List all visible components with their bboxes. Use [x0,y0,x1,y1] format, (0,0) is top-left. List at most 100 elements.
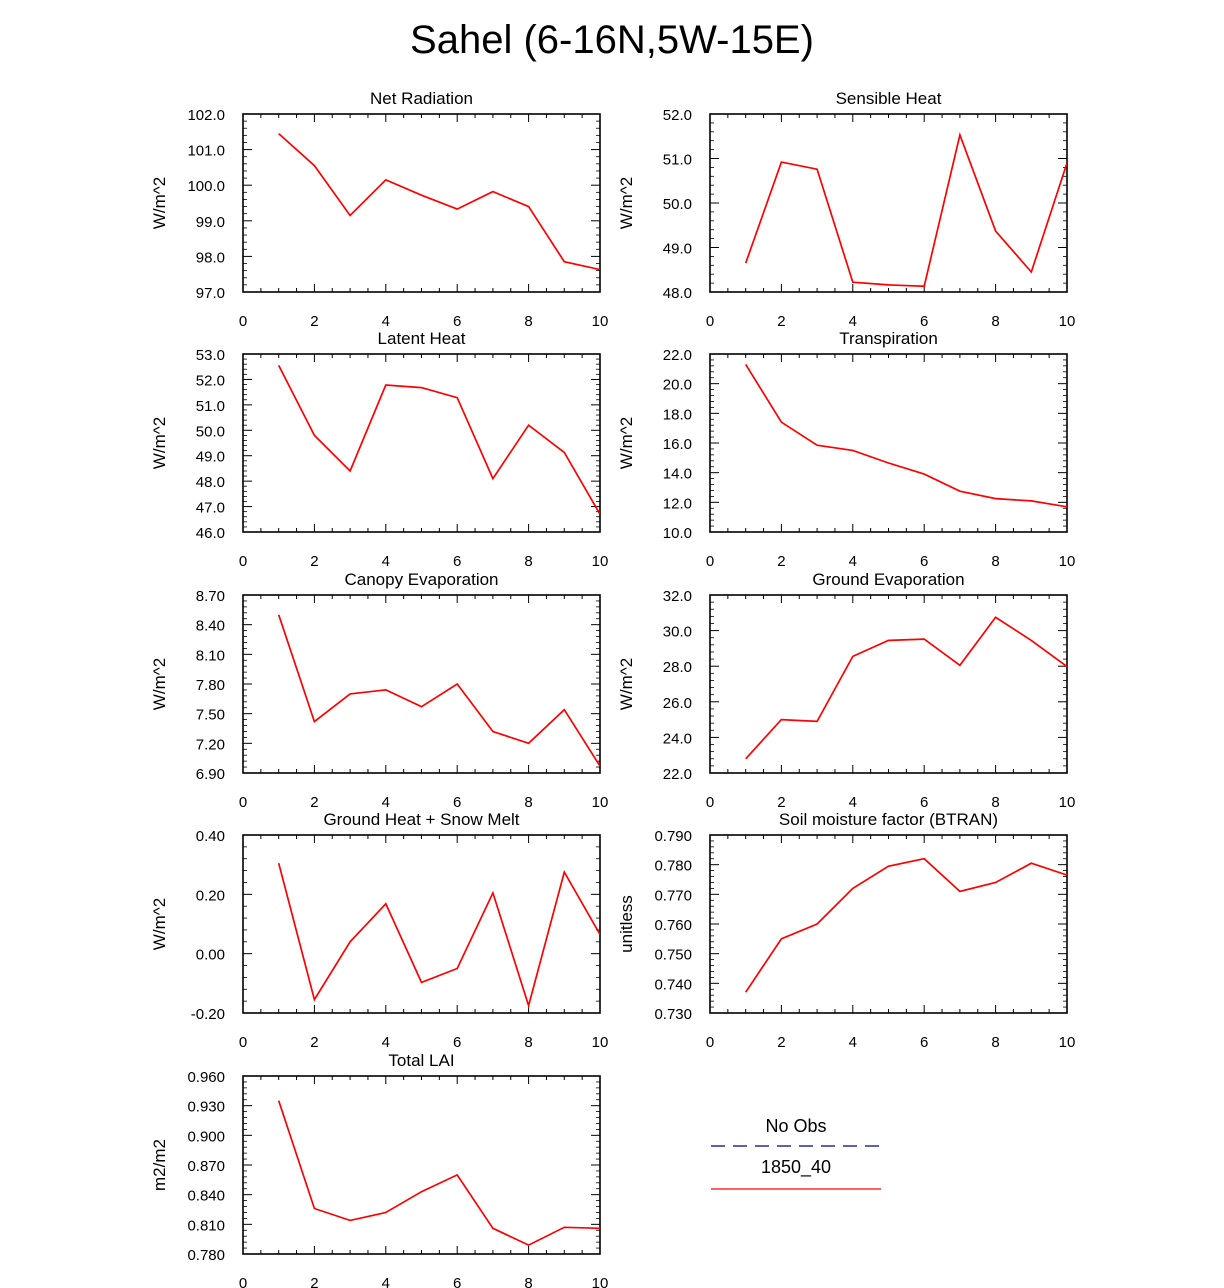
plot-frame [709,834,1068,1014]
y-tick-label: 26.0 [663,695,692,712]
y-tick-label: 49.0 [196,449,225,466]
y-tick-label: 97.0 [196,285,225,302]
y-tick-label: 0.40 [196,828,225,845]
y-tick-label: 32.0 [663,588,692,605]
chart-panel-5: 0 2 4 6 8 10 6.90 7.20 7.50 7.80 8.10 8.40 8.70 Canop… [150,570,608,811]
chart-panel-6: 0 2 4 6 8 10 22.0 24.0 26.0 28.0 30.0 32.0 Ground Ev… [617,570,1075,811]
x-tick-label: 6 [920,794,928,811]
y-tick-label: 99.0 [196,214,225,231]
y-tick-label: 52.0 [196,372,225,389]
x-tick-label: 2 [310,1034,318,1051]
plot-frame [709,113,1068,293]
x-tick-label: 4 [849,313,857,330]
series-line-1850_40 [744,363,1067,508]
x-tick-label: 4 [382,794,390,811]
y-axis-label: W/m^2 [617,658,636,710]
x-tick-label: 8 [524,553,532,570]
y-tick-label: 53.0 [196,347,225,364]
x-tick-label: 8 [524,313,532,330]
y-tick-label: 6.90 [196,766,225,783]
x-tick-label: 0 [706,313,714,330]
x-tick-label: 0 [706,794,714,811]
y-tick-label: 14.0 [663,466,692,483]
x-tick-label: 2 [310,794,318,811]
x-tick-label: 0 [239,553,247,570]
legend-label-1850-40: 1850_40 [760,1157,832,1177]
plot-frame [709,594,1068,774]
y-axis-label: W/m^2 [617,177,636,229]
panel-title: Total LAI [388,1051,454,1070]
x-tick-label: 2 [777,1034,785,1051]
y-tick-label: 0.870 [187,1158,225,1175]
y-tick-label: 0.900 [187,1128,225,1145]
x-tick-label: 0 [706,1034,714,1051]
y-axis-label: W/m^2 [617,417,636,469]
x-tick-label: 10 [592,1275,609,1288]
y-tick-label: 46.0 [196,525,225,542]
legend-line-no-obs [711,1145,881,1147]
y-tick-label: 24.0 [663,730,692,747]
panel-title: Transpiration [839,329,938,348]
x-tick-label: 6 [453,1034,461,1051]
y-tick-label: 22.0 [663,347,692,364]
x-tick-label: 2 [310,553,318,570]
x-tick-label: 4 [382,313,390,330]
y-tick-label: 28.0 [663,659,692,676]
y-tick-label: 8.70 [196,588,225,605]
y-tick-label: 0.00 [196,947,225,964]
y-tick-label: 10.0 [663,525,692,542]
x-tick-label: 0 [239,794,247,811]
figure-title: Sahel (6-16N,5W-15E) [410,18,814,62]
x-tick-label: 8 [991,794,999,811]
y-tick-label: 47.0 [196,500,225,517]
y-tick-label: 8.40 [196,618,225,635]
x-tick-label: 6 [920,1034,928,1051]
y-tick-label: 0.790 [654,828,692,845]
panel-title: Ground Evaporation [812,570,964,589]
y-axis-label: m2/m2 [150,1139,169,1191]
y-tick-label: 50.0 [663,196,692,213]
x-tick-label: 6 [920,553,928,570]
chart-panel-1: 0 2 4 6 8 10 97.0 98.0 99.0 100.0 101.0 102.0 Net Ra… [150,89,608,330]
chart-panel-3: 0 2 4 6 8 10 46.0 47.0 48.0 49.0 50.0 51.0 52.0 53.0 L… [150,329,608,570]
y-tick-label: -0.20 [191,1006,225,1023]
y-tick-label: 0.840 [187,1188,225,1205]
y-tick-label: 50.0 [196,423,225,440]
plot-frame [242,594,601,774]
chart-panel-9: 0 2 4 6 8 10 0.780 0.810 0.840 0.870 0.900 0.930 0.9… [150,1051,608,1288]
series-line-1850_40 [278,132,600,271]
plot-frame [242,834,601,1014]
y-tick-label: 0.20 [196,887,225,904]
y-axis-label: unitless [617,895,636,953]
x-tick-label: 2 [310,1275,318,1288]
x-tick-label: 10 [592,794,609,811]
x-tick-label: 10 [1059,313,1076,330]
chart-panel-2: 0 2 4 6 8 10 48.0 49.0 50.0 51.0 52.0 Sensible Heat… [617,89,1075,330]
x-tick-label: 8 [991,1034,999,1051]
x-tick-label: 4 [849,794,857,811]
y-tick-label: 0.770 [654,887,692,904]
series-line-1850_40 [277,1100,600,1247]
x-tick-label: 10 [1059,794,1076,811]
x-tick-label: 4 [849,553,857,570]
y-tick-label: 102.0 [187,107,225,124]
y-tick-label: 0.780 [187,1247,225,1264]
y-axis-label: W/m^2 [150,658,169,710]
chart-panel-7: 0 2 4 6 8 10 -0.20 0.00 0.20 0.40 Ground Heat + Sn… [150,810,608,1051]
y-tick-label: 98.0 [196,249,225,266]
series-line-1850_40 [744,131,1067,288]
x-tick-label: 8 [991,313,999,330]
x-tick-label: 4 [382,553,390,570]
series-line-1850_40 [745,616,1067,760]
series-line-1850_40 [277,614,600,767]
y-tick-label: 0.750 [654,947,692,964]
x-tick-label: 0 [239,313,247,330]
plot-frame [242,1075,601,1255]
y-tick-label: 0.730 [654,1006,692,1023]
chart-panel-4: 0 2 4 6 8 10 10.0 12.0 14.0 16.0 18.0 20.0 22.0 Trans… [617,329,1075,570]
series-line-1850_40 [744,857,1067,993]
y-tick-label: 48.0 [663,285,692,302]
plot-frame [242,113,601,293]
x-tick-label: 4 [382,1034,390,1051]
x-tick-label: 8 [991,553,999,570]
